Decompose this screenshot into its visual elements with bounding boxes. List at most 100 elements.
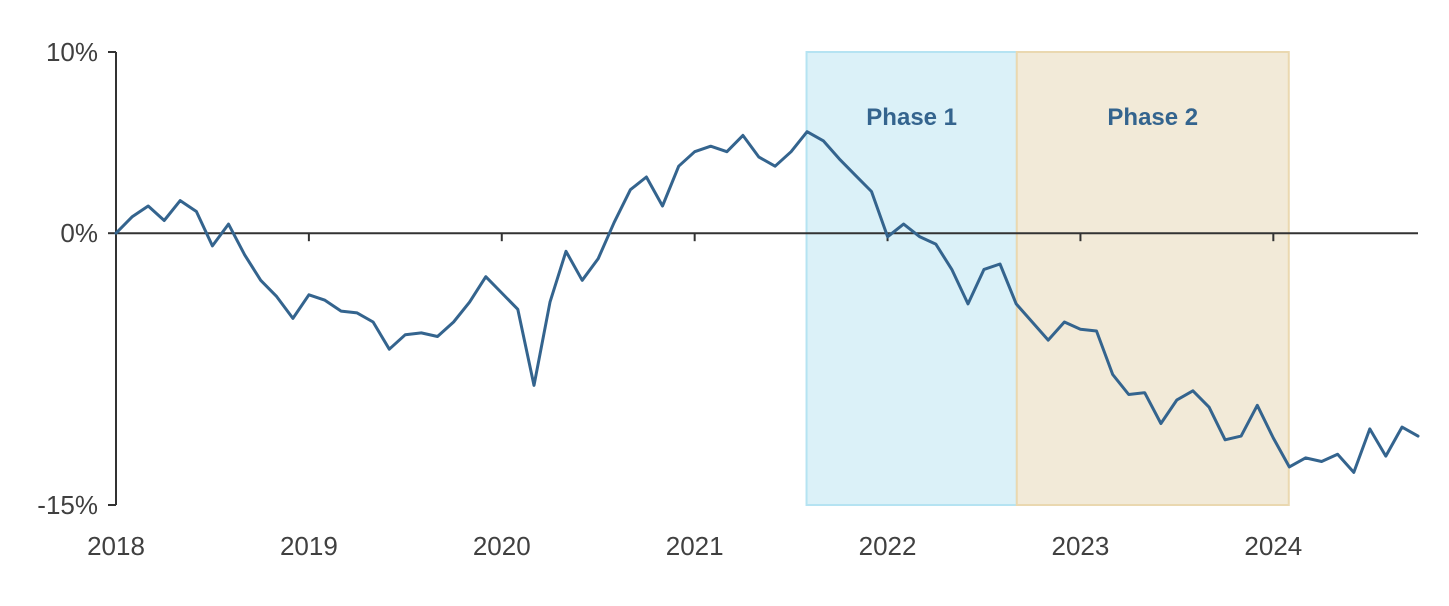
data-point — [1368, 427, 1371, 430]
data-point — [1015, 302, 1018, 305]
data-point — [452, 320, 455, 323]
data-point — [356, 311, 359, 314]
data-point — [179, 199, 182, 202]
data-point — [629, 188, 632, 191]
region-label-1: Phase 1 — [866, 104, 957, 131]
data-point — [581, 279, 584, 282]
data-point — [902, 223, 905, 226]
data-point — [741, 134, 744, 137]
data-point — [516, 308, 519, 311]
data-point — [1079, 328, 1082, 331]
data-point — [983, 268, 986, 271]
x-tick-label: 2019 — [280, 531, 338, 561]
data-point — [934, 243, 937, 246]
data-point — [549, 301, 552, 304]
data-point — [1047, 339, 1050, 342]
data-point — [532, 384, 535, 387]
data-point — [195, 210, 198, 213]
x-tick-label: 2021 — [666, 531, 724, 561]
data-point — [757, 156, 760, 159]
data-point — [854, 174, 857, 177]
series-line-1 — [114, 130, 1420, 474]
series-layer — [114, 130, 1420, 474]
data-point — [388, 348, 391, 351]
x-tick-label: 2018 — [87, 531, 145, 561]
data-point — [115, 232, 118, 235]
x-tick-label: 2023 — [1052, 531, 1110, 561]
data-point — [275, 295, 278, 298]
data-point — [1288, 465, 1291, 468]
data-point — [259, 279, 262, 282]
data-point — [340, 310, 343, 313]
data-point — [774, 165, 777, 168]
region-label-2: Phase 2 — [1107, 104, 1198, 131]
data-point — [918, 235, 921, 238]
y-tick-label: 0% — [60, 218, 98, 248]
data-point — [693, 150, 696, 153]
data-point — [1240, 435, 1243, 438]
data-point — [1111, 373, 1114, 376]
x-tick-label: 2020 — [473, 531, 531, 561]
data-point — [1143, 391, 1146, 394]
data-point — [372, 320, 375, 323]
data-point — [1272, 436, 1275, 439]
data-point — [709, 145, 712, 148]
data-point — [597, 257, 600, 260]
data-point — [291, 317, 294, 320]
data-point — [886, 235, 889, 238]
y-tick-label: -15% — [37, 490, 98, 520]
data-point — [1208, 406, 1211, 409]
data-point — [725, 150, 728, 153]
data-point — [484, 275, 487, 278]
data-point — [1400, 426, 1403, 429]
data-point — [1095, 330, 1098, 333]
data-point — [1224, 438, 1227, 441]
data-point — [1320, 460, 1323, 463]
data-point — [790, 150, 793, 153]
data-point — [307, 293, 310, 296]
data-point — [822, 139, 825, 142]
data-point — [1063, 320, 1066, 323]
axes: 10% 0% -15% 2018 2019 2020 2021 2022 2023 2024 — [37, 37, 1418, 561]
data-point — [163, 219, 166, 222]
y-tick-label: 10% — [46, 37, 98, 67]
data-point — [565, 250, 568, 253]
data-point — [1417, 435, 1420, 438]
data-point — [1031, 320, 1034, 323]
data-point — [1384, 455, 1387, 458]
data-point — [870, 190, 873, 193]
data-point — [1159, 422, 1162, 425]
data-point — [677, 165, 680, 168]
data-point — [500, 291, 503, 294]
data-point — [950, 268, 953, 271]
data-point — [404, 333, 407, 336]
data-point — [147, 205, 150, 208]
data-point — [1352, 471, 1355, 474]
data-point — [323, 299, 326, 302]
data-point — [1336, 453, 1339, 456]
data-point — [420, 331, 423, 334]
data-point — [645, 176, 648, 179]
data-point — [838, 157, 841, 160]
data-point — [806, 130, 809, 133]
data-point — [211, 244, 214, 247]
data-point — [661, 205, 664, 208]
data-point — [468, 301, 471, 304]
data-point — [1256, 404, 1259, 407]
data-point — [436, 335, 439, 338]
region-labels: Phase 1 Phase 2 — [866, 104, 1198, 131]
shaded-region-1 — [805, 51, 1018, 506]
data-point — [1175, 398, 1178, 401]
data-point — [1127, 393, 1130, 396]
data-point — [131, 215, 134, 218]
data-point — [243, 253, 246, 256]
data-point — [227, 223, 230, 226]
data-point — [999, 263, 1002, 266]
data-point — [613, 221, 616, 224]
x-tick-label: 2022 — [859, 531, 917, 561]
x-tick-label: 2024 — [1244, 531, 1302, 561]
data-point — [966, 302, 969, 305]
data-point — [1191, 389, 1194, 392]
shaded-regions — [805, 51, 1290, 506]
